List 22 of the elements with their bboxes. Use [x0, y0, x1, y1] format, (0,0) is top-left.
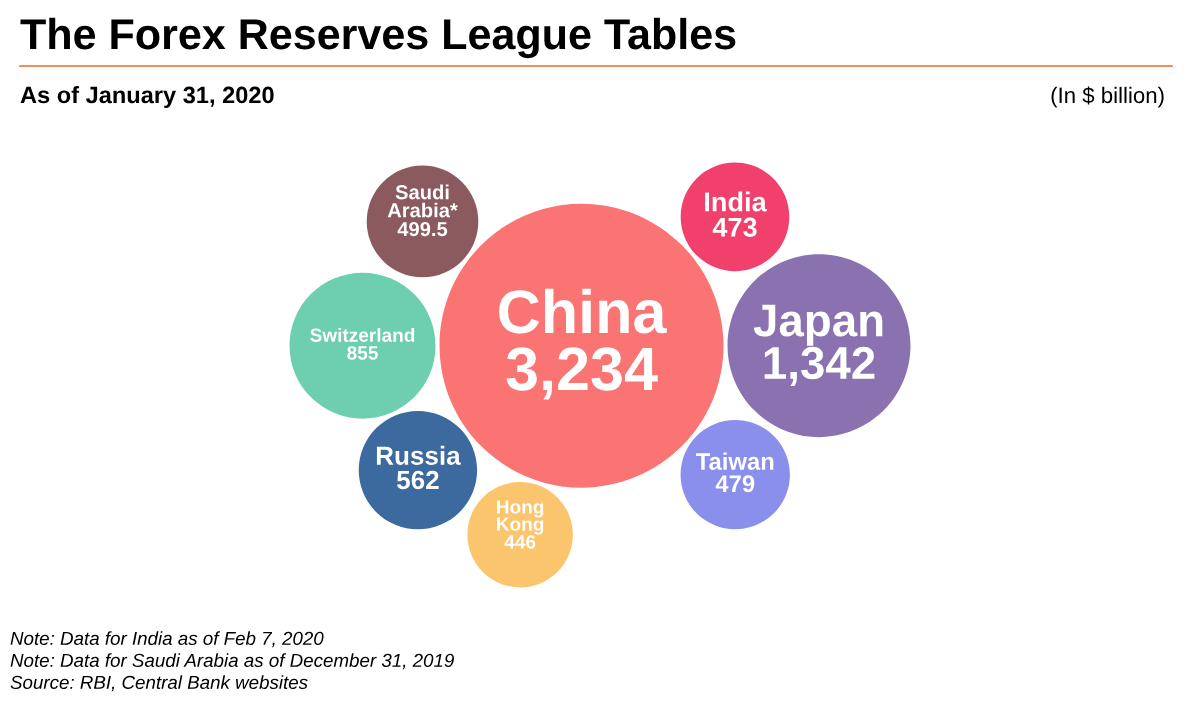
category-label: Hong Kong — [497, 500, 544, 535]
text: As of January 31, 2020 — [20, 86, 274, 108]
category-label: India — [705, 191, 767, 212]
source-note: Source: RBI, Central Bank websites — [10, 675, 308, 692]
data-label: 479 — [715, 475, 755, 493]
data-label: 1,342 — [764, 346, 875, 386]
category-label: Japan — [753, 304, 883, 346]
data-label: 446 — [504, 535, 536, 549]
category-label: Saudi Arabia* — [387, 184, 458, 218]
category-label: Taiwan — [695, 452, 774, 470]
data-label: 855 — [347, 346, 378, 360]
text: Note: Data for Saudi Arabia as of December 31, 2019 — [10, 653, 454, 670]
text: (In $ billion) — [1051, 86, 1164, 108]
text: Note: Data for India as of Feb 7, 2020 — [10, 631, 324, 648]
category-label: Switzerland — [310, 327, 415, 342]
data-label: 3,234 — [506, 347, 658, 400]
text: The Forex Reserves League Tables — [20, 17, 736, 59]
data-label: 473 — [712, 217, 757, 237]
data-label: 562 — [397, 470, 439, 490]
category-label: China — [499, 288, 667, 334]
data-label: 499.5 — [397, 221, 448, 237]
category-label: Russia — [376, 445, 461, 465]
